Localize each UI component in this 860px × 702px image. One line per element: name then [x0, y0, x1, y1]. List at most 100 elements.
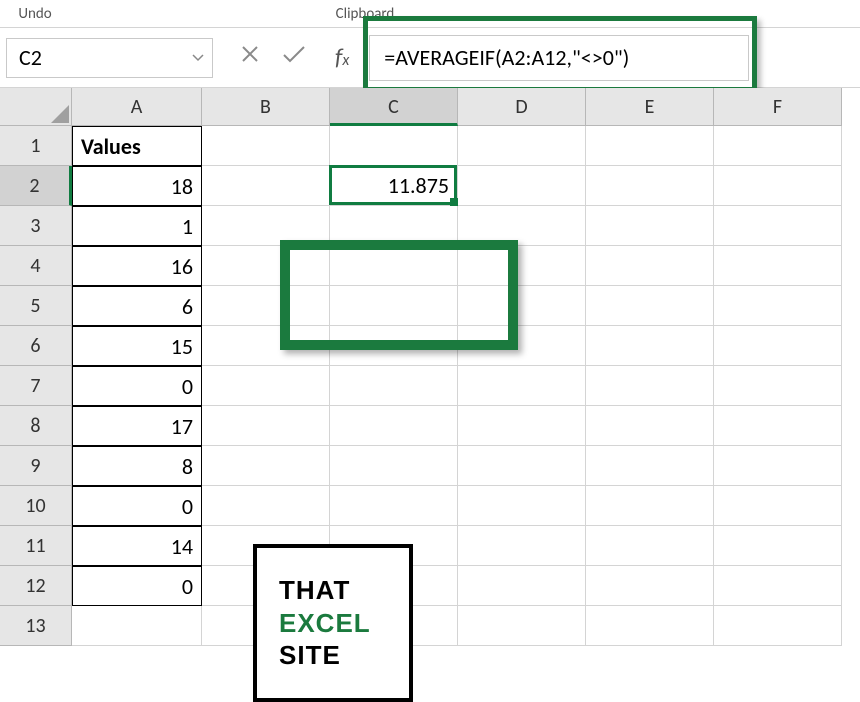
cell[interactable] — [72, 606, 202, 646]
cell[interactable] — [330, 126, 458, 166]
cell[interactable] — [202, 166, 330, 206]
cell[interactable] — [586, 486, 714, 526]
cell[interactable] — [330, 326, 458, 366]
row-header-13[interactable]: 13 — [0, 606, 72, 646]
cell[interactable] — [458, 526, 586, 566]
row-header-4[interactable]: 4 — [0, 246, 72, 286]
cell[interactable] — [458, 406, 586, 446]
cell[interactable] — [586, 366, 714, 406]
column-header-b[interactable]: B — [202, 88, 330, 126]
cell[interactable] — [458, 206, 586, 246]
cell[interactable] — [202, 406, 330, 446]
cell[interactable]: Values — [72, 126, 202, 166]
cell[interactable] — [714, 166, 842, 206]
fx-icon[interactable]: fx — [335, 43, 349, 72]
row-header-12[interactable]: 12 — [0, 566, 72, 606]
row-header-9[interactable]: 9 — [0, 446, 72, 486]
cell[interactable] — [330, 206, 458, 246]
cell[interactable] — [586, 246, 714, 286]
row-header-11[interactable]: 11 — [0, 526, 72, 566]
formula-bar: C2 fx =AVERAGEIF(A2:A12,"<>0") — [0, 28, 860, 88]
row-header-5[interactable]: 5 — [0, 286, 72, 326]
cell[interactable] — [714, 246, 842, 286]
cell[interactable] — [586, 526, 714, 566]
cell[interactable] — [330, 406, 458, 446]
cell[interactable] — [202, 206, 330, 246]
cell[interactable] — [586, 166, 714, 206]
cell[interactable] — [202, 486, 330, 526]
row-header-3[interactable]: 3 — [0, 206, 72, 246]
cell[interactable]: 17 — [72, 406, 202, 446]
cell[interactable]: 16 — [72, 246, 202, 286]
formula-input[interactable]: =AVERAGEIF(A2:A12,"<>0") — [369, 35, 749, 81]
column-header-a[interactable]: A — [72, 88, 202, 126]
cell[interactable] — [586, 206, 714, 246]
row-header-1[interactable]: 1 — [0, 126, 72, 166]
column-headers: ABCDEF — [72, 88, 842, 126]
column-header-f[interactable]: F — [714, 88, 842, 126]
cell[interactable]: 15 — [72, 326, 202, 366]
cell[interactable] — [714, 606, 842, 646]
cell[interactable] — [714, 406, 842, 446]
cell[interactable] — [330, 366, 458, 406]
cell[interactable] — [330, 246, 458, 286]
cell[interactable] — [586, 446, 714, 486]
cell[interactable]: 8 — [72, 446, 202, 486]
cell[interactable] — [458, 446, 586, 486]
cell[interactable] — [330, 286, 458, 326]
cell[interactable] — [714, 206, 842, 246]
cell[interactable] — [330, 446, 458, 486]
cell[interactable]: 0 — [72, 486, 202, 526]
cell[interactable] — [714, 526, 842, 566]
cell[interactable] — [714, 326, 842, 366]
cell[interactable] — [458, 246, 586, 286]
cell[interactable] — [714, 366, 842, 406]
confirm-icon[interactable] — [281, 43, 307, 72]
cell[interactable] — [458, 486, 586, 526]
cell[interactable] — [202, 446, 330, 486]
cell[interactable] — [202, 366, 330, 406]
cell[interactable] — [714, 286, 842, 326]
cell[interactable] — [458, 606, 586, 646]
cell[interactable] — [202, 246, 330, 286]
cell[interactable] — [586, 406, 714, 446]
cell[interactable] — [586, 286, 714, 326]
column-header-c[interactable]: C — [330, 88, 458, 126]
cell[interactable] — [586, 606, 714, 646]
cell[interactable] — [458, 286, 586, 326]
cell[interactable]: 1 — [72, 206, 202, 246]
cell[interactable] — [330, 486, 458, 526]
cell[interactable] — [586, 566, 714, 606]
cell[interactable]: 0 — [72, 366, 202, 406]
column-header-e[interactable]: E — [586, 88, 714, 126]
row-header-7[interactable]: 7 — [0, 366, 72, 406]
cell[interactable] — [458, 126, 586, 166]
cancel-icon[interactable] — [239, 43, 261, 72]
cell[interactable] — [202, 326, 330, 366]
cell[interactable] — [714, 486, 842, 526]
column-header-d[interactable]: D — [458, 88, 586, 126]
cell[interactable] — [714, 566, 842, 606]
cell[interactable] — [714, 446, 842, 486]
cell[interactable] — [586, 326, 714, 366]
cell[interactable]: 6 — [72, 286, 202, 326]
cell[interactable]: 11.875 — [330, 166, 458, 206]
cell[interactable]: 18 — [72, 166, 202, 206]
row-header-2[interactable]: 2 — [0, 166, 72, 206]
row-header-6[interactable]: 6 — [0, 326, 72, 366]
cell[interactable] — [458, 366, 586, 406]
row-header-10[interactable]: 10 — [0, 486, 72, 526]
chevron-down-icon[interactable] — [192, 49, 204, 66]
cell[interactable]: 14 — [72, 526, 202, 566]
select-all-corner[interactable] — [0, 88, 72, 126]
cell[interactable] — [202, 126, 330, 166]
name-box[interactable]: C2 — [6, 38, 213, 78]
cell[interactable] — [202, 286, 330, 326]
cell[interactable]: 0 — [72, 566, 202, 606]
cell[interactable] — [458, 566, 586, 606]
row-header-8[interactable]: 8 — [0, 406, 72, 446]
cell[interactable] — [586, 126, 714, 166]
cell[interactable] — [458, 166, 586, 206]
cell[interactable] — [458, 326, 586, 366]
cell[interactable] — [714, 126, 842, 166]
